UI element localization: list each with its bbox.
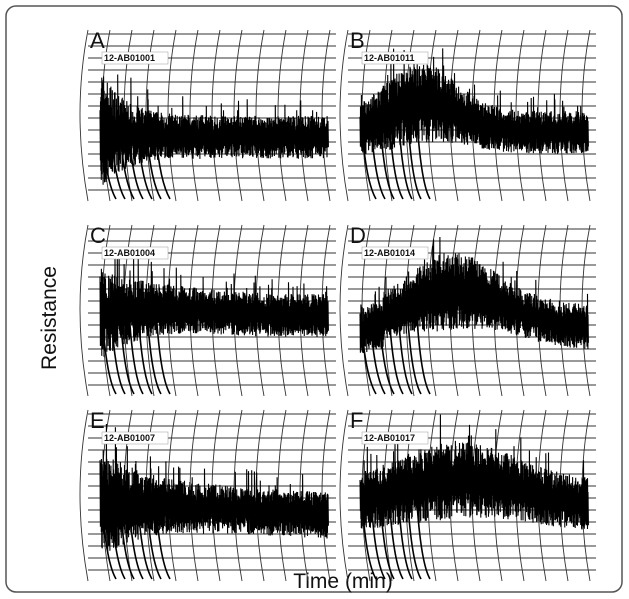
grid-arc	[299, 29, 309, 202]
grid-arc	[211, 29, 221, 202]
trace-tail	[397, 491, 413, 580]
grid-arc	[321, 29, 331, 202]
grid-arc	[581, 224, 591, 397]
grid-arc	[79, 409, 89, 582]
trace-tail	[388, 494, 404, 580]
trace-tail	[415, 486, 431, 580]
trace-tail	[101, 129, 117, 200]
trace-tail	[110, 502, 126, 580]
grid-arc	[145, 29, 155, 202]
trace-tail	[119, 133, 135, 200]
trace-tail	[379, 119, 395, 200]
trace-tail	[361, 329, 377, 395]
trace-tail	[146, 135, 162, 200]
panel-letter: A	[90, 28, 105, 53]
grid-arc	[321, 409, 331, 582]
trace-tail	[370, 498, 386, 580]
grid-arc	[515, 29, 525, 202]
sample-id: 12-AB01011	[364, 53, 415, 63]
trace-tail	[379, 324, 395, 395]
trace	[359, 236, 589, 354]
sample-box	[361, 431, 429, 445]
panel: E12-AB01007	[79, 408, 336, 582]
trace-tail	[128, 504, 144, 580]
grid-arc	[255, 409, 265, 582]
sample-id: 12-AB01014	[364, 248, 415, 258]
trace	[99, 74, 329, 185]
trace-tail	[361, 128, 377, 200]
grid-arc	[339, 409, 349, 582]
panel: F12-AB01017	[339, 408, 596, 582]
trace-tail	[137, 504, 153, 580]
sample-box	[101, 431, 169, 445]
panel: B12-AB01011	[339, 28, 596, 202]
trace-tail	[155, 505, 171, 580]
grid-arc	[255, 29, 265, 202]
trace-tail	[415, 103, 431, 200]
sample-box	[361, 51, 429, 65]
trace-tail	[397, 109, 413, 200]
trace-tail	[110, 131, 126, 200]
trace-tail	[119, 311, 135, 395]
trace-tail	[406, 489, 422, 580]
trace-tail	[128, 310, 144, 395]
grid-arc	[339, 29, 349, 202]
trace-tail	[406, 305, 422, 395]
trace-tail	[388, 313, 404, 395]
trace-tail	[119, 503, 135, 580]
panel-letter: E	[90, 408, 105, 433]
grid-arc	[79, 224, 89, 397]
grid-arc	[559, 29, 569, 202]
trace-tail	[406, 105, 422, 200]
trace-tail	[415, 301, 431, 395]
trace-tail	[388, 114, 404, 200]
trace	[359, 48, 589, 154]
grid-arc	[299, 409, 309, 582]
trace-tail	[128, 134, 144, 200]
grid-arc	[189, 29, 199, 202]
grid-arc	[233, 29, 243, 202]
panel-letter: B	[350, 28, 365, 53]
sample-box	[361, 246, 429, 260]
sample-id: 12-AB01001	[104, 53, 155, 63]
trace-tail	[370, 124, 386, 200]
trace-tail	[110, 312, 126, 395]
sample-box	[101, 51, 169, 65]
panel: D12-AB01014	[339, 223, 596, 397]
trace-tail	[155, 136, 171, 200]
panel: C12-AB01004	[79, 223, 336, 397]
panel-letter: D	[350, 223, 366, 248]
trace-tail	[146, 505, 162, 580]
trace-tail	[137, 135, 153, 200]
grid-arc	[277, 29, 287, 202]
y-axis-label: Resistance	[38, 266, 61, 370]
trace-tail	[155, 309, 171, 395]
frame	[5, 5, 623, 593]
trace-tail	[101, 502, 117, 580]
panel-letter: F	[350, 408, 363, 433]
panel: A12-AB01001	[79, 28, 336, 202]
sample-box	[101, 246, 169, 260]
trace	[99, 247, 329, 357]
trace-tail	[370, 327, 386, 395]
x-axis-label: Time (min)	[293, 570, 393, 593]
trace-tail	[397, 309, 413, 395]
grid-arc	[79, 29, 89, 202]
grid-arc	[581, 29, 591, 202]
trace-tail	[146, 309, 162, 395]
trace-tail	[137, 310, 153, 395]
sample-id: 12-AB01007	[104, 433, 155, 443]
trace-tail	[101, 313, 117, 395]
sample-id: 12-AB01004	[104, 248, 155, 258]
grid-arc	[167, 29, 177, 202]
trace-tail	[361, 500, 377, 580]
panel-letter: C	[90, 223, 106, 248]
sample-id: 12-AB01017	[364, 433, 415, 443]
grid-arc	[339, 224, 349, 397]
trace-tail	[379, 496, 395, 580]
